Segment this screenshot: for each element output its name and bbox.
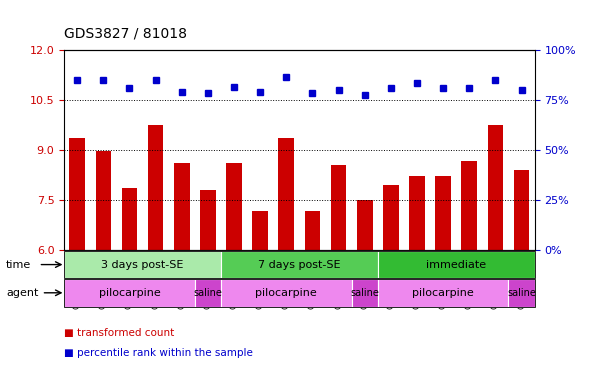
Bar bbox=[200, 190, 216, 250]
Text: 3 days post-SE: 3 days post-SE bbox=[101, 260, 184, 270]
Bar bbox=[383, 185, 399, 250]
Text: pilocarpine: pilocarpine bbox=[255, 288, 317, 298]
Text: immediate: immediate bbox=[426, 260, 486, 270]
Bar bbox=[488, 125, 503, 250]
Bar bbox=[95, 151, 111, 250]
Text: saline: saline bbox=[507, 288, 536, 298]
Text: GDS3827 / 81018: GDS3827 / 81018 bbox=[64, 26, 187, 40]
Text: time: time bbox=[6, 260, 31, 270]
Bar bbox=[305, 211, 320, 250]
Bar bbox=[174, 163, 189, 250]
Bar bbox=[514, 170, 529, 250]
Text: ■ percentile rank within the sample: ■ percentile rank within the sample bbox=[64, 348, 253, 358]
Bar bbox=[226, 163, 242, 250]
Text: ■ transformed count: ■ transformed count bbox=[64, 328, 174, 338]
Text: 7 days post-SE: 7 days post-SE bbox=[258, 260, 341, 270]
Text: pilocarpine: pilocarpine bbox=[412, 288, 474, 298]
Bar bbox=[331, 165, 346, 250]
Text: saline: saline bbox=[350, 288, 379, 298]
Bar bbox=[409, 176, 425, 250]
Bar bbox=[252, 211, 268, 250]
Bar bbox=[279, 138, 294, 250]
Text: saline: saline bbox=[194, 288, 222, 298]
Bar bbox=[148, 125, 164, 250]
Bar bbox=[357, 200, 373, 250]
Text: pilocarpine: pilocarpine bbox=[98, 288, 160, 298]
Bar bbox=[435, 176, 451, 250]
Bar bbox=[122, 188, 137, 250]
Bar bbox=[461, 161, 477, 250]
Bar bbox=[70, 138, 85, 250]
Text: agent: agent bbox=[6, 288, 38, 298]
